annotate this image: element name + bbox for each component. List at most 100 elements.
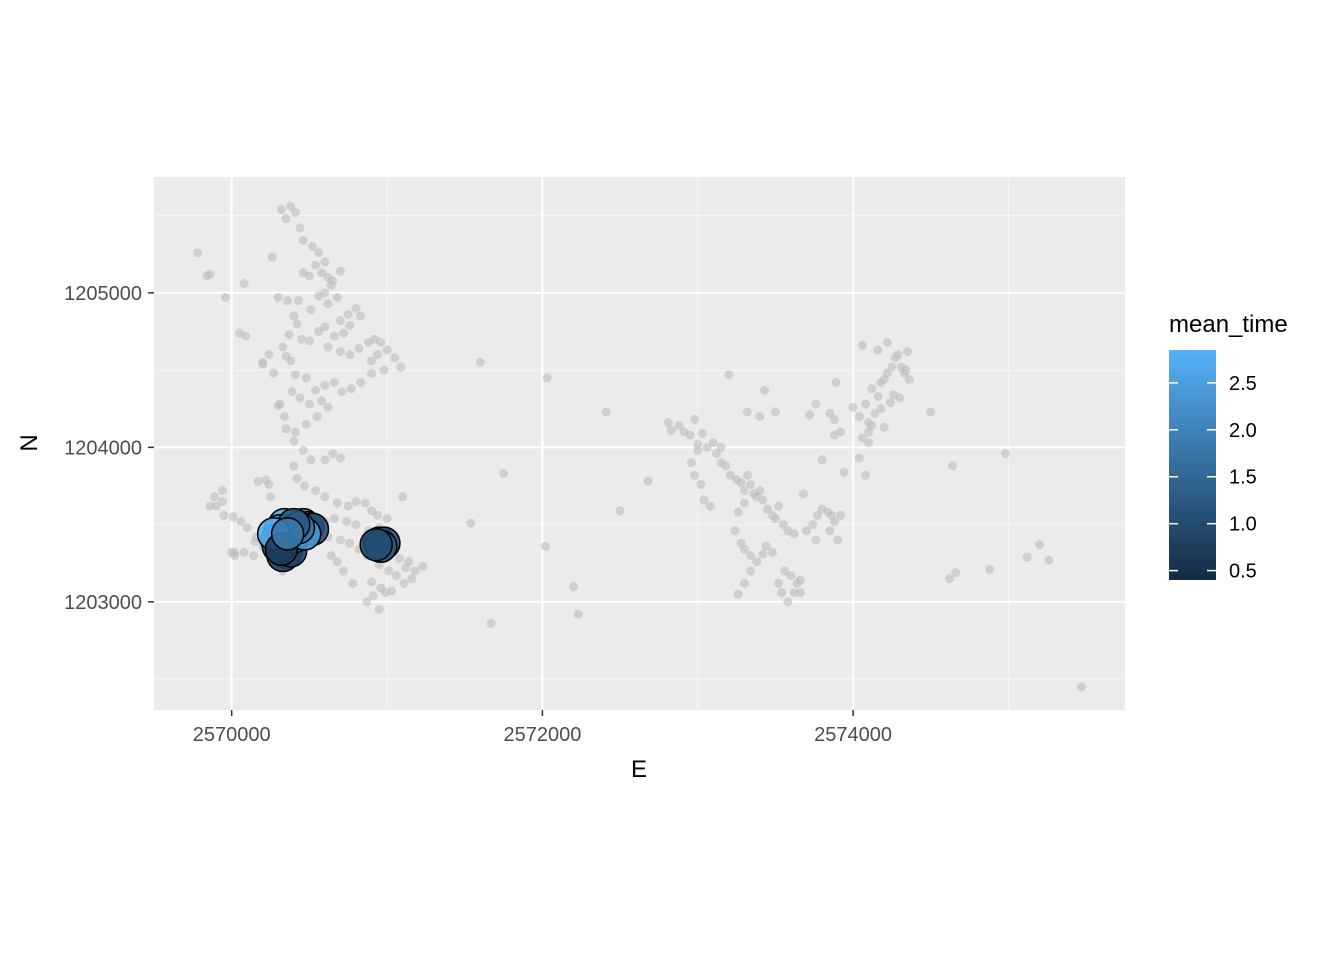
background-point xyxy=(951,568,961,578)
background-point xyxy=(329,331,339,341)
background-point xyxy=(542,373,552,383)
background-point xyxy=(396,362,406,372)
background-point xyxy=(283,296,293,306)
background-point xyxy=(568,581,578,591)
background-point xyxy=(615,506,625,516)
background-point xyxy=(774,501,784,511)
background-point xyxy=(831,377,841,387)
background-point xyxy=(761,541,771,551)
background-point xyxy=(343,501,353,511)
background-point xyxy=(739,498,749,508)
highlight-point xyxy=(270,517,305,551)
background-point xyxy=(281,214,291,224)
background-point xyxy=(368,591,378,601)
background-point xyxy=(250,537,260,547)
background-point xyxy=(697,428,707,438)
background-point xyxy=(783,597,793,607)
background-point xyxy=(778,520,788,530)
background-point xyxy=(326,551,336,561)
background-point xyxy=(374,605,384,615)
background-point xyxy=(721,461,731,471)
background-point xyxy=(390,353,400,363)
background-point xyxy=(755,411,765,421)
background-point xyxy=(901,365,911,375)
highlight-point xyxy=(359,527,393,562)
background-point xyxy=(825,526,835,536)
background-point xyxy=(228,512,238,522)
background-point xyxy=(356,311,366,321)
background-point xyxy=(293,296,303,306)
background-point xyxy=(351,303,361,313)
background-point xyxy=(739,544,749,554)
background-point xyxy=(367,577,377,587)
background-point xyxy=(332,293,342,303)
background-point xyxy=(351,520,361,530)
background-point xyxy=(410,566,420,576)
background-point xyxy=(253,476,263,486)
background-point xyxy=(795,588,805,598)
background-point xyxy=(284,330,294,340)
background-point xyxy=(798,489,808,499)
background-point xyxy=(273,401,283,411)
background-point xyxy=(266,492,276,502)
background-point xyxy=(314,248,324,258)
background-point xyxy=(985,564,995,574)
background-point xyxy=(739,578,749,588)
legend-label: 2.0 xyxy=(1229,420,1257,442)
background-point xyxy=(817,455,827,465)
background-point xyxy=(351,496,361,506)
background-point xyxy=(276,204,286,214)
y-axis-title: N xyxy=(16,434,43,451)
background-point xyxy=(373,350,383,360)
background-point xyxy=(297,334,307,344)
background-point xyxy=(323,299,333,309)
background-point xyxy=(708,438,718,448)
background-point xyxy=(475,357,485,367)
background-point xyxy=(304,271,314,281)
background-point xyxy=(343,309,353,319)
background-point xyxy=(687,458,697,468)
background-point xyxy=(210,492,220,502)
background-point xyxy=(332,498,342,508)
background-point xyxy=(339,328,349,338)
background-point xyxy=(861,470,871,480)
background-point xyxy=(193,248,203,258)
legend: mean_time 0.5 1.0 1.5 2.0 2.5 xyxy=(1169,311,1288,583)
background-point xyxy=(944,574,954,584)
background-point xyxy=(373,510,383,520)
x-tick-label: 2574000 xyxy=(814,724,892,746)
background-point xyxy=(746,479,756,489)
background-point xyxy=(320,381,330,391)
background-point xyxy=(867,384,877,394)
background-point xyxy=(398,492,408,502)
background-point xyxy=(367,506,377,516)
background-point xyxy=(314,326,324,336)
background-point xyxy=(326,280,336,290)
background-point xyxy=(733,507,743,517)
background-point xyxy=(857,433,867,443)
background-point xyxy=(329,377,339,387)
background-point xyxy=(808,520,818,530)
background-point xyxy=(278,342,288,352)
background-point xyxy=(335,316,345,326)
background-point xyxy=(666,425,676,435)
background-point xyxy=(767,547,777,557)
background-point xyxy=(317,268,327,278)
background-point xyxy=(786,571,796,581)
legend-colorbar xyxy=(1169,350,1216,580)
background-point xyxy=(292,319,302,329)
background-point xyxy=(746,551,756,561)
background-point xyxy=(360,498,370,508)
background-point xyxy=(763,504,773,514)
background-point xyxy=(882,337,892,347)
background-point xyxy=(829,415,839,425)
background-point xyxy=(752,557,762,567)
highlight-points xyxy=(256,507,401,573)
background-point xyxy=(573,609,583,619)
background-point xyxy=(758,495,768,505)
y-tick-label: 1204000 xyxy=(64,437,142,459)
background-point xyxy=(311,486,321,496)
background-point xyxy=(345,538,355,548)
background-point xyxy=(1035,540,1045,550)
background-point xyxy=(864,438,874,448)
